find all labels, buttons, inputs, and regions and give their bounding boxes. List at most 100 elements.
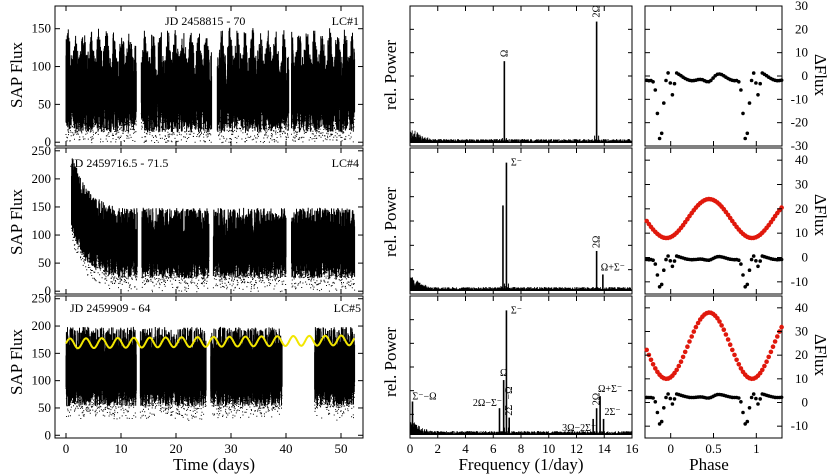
ph1-ytick-label: 0 — [802, 68, 809, 83]
ph5-ytick-label: -10 — [791, 418, 808, 433]
ph5-black-point — [668, 396, 673, 401]
ph1-black-point — [662, 101, 666, 105]
ph5-red-point — [717, 319, 722, 324]
lc4-ylabel: SAP Flux — [7, 189, 26, 255]
ph5-red-point — [764, 359, 769, 365]
ph5-black-point — [758, 397, 762, 401]
lc4-ytick-label: 150 — [32, 199, 52, 214]
ph1-black-point — [741, 111, 745, 116]
ph4-black-point — [664, 257, 668, 262]
ph5-red-point — [682, 349, 688, 355]
lc4-label: JD 2459716.5 - 71.5 — [70, 156, 168, 170]
ph4-black-point — [737, 258, 741, 263]
ps5-peak-label: 2Σ⁻ — [605, 407, 621, 418]
lc4-ytick-label: 0 — [45, 283, 52, 298]
ph5-red-point — [760, 367, 765, 373]
ph4-black-point — [754, 259, 758, 263]
ps4-frame — [409, 147, 633, 295]
ps1-noise — [409, 130, 633, 143]
ph5-black-point — [756, 402, 760, 406]
ps5-peak-label: 2Σ⁻−Ω — [504, 386, 515, 415]
ps1-ylabel: rel. Power — [381, 40, 400, 110]
ph5-black-point — [751, 392, 756, 396]
ph5-black-point — [664, 395, 668, 400]
lc4-ytick-label: 250 — [32, 143, 52, 158]
ph1-black-point — [749, 78, 754, 83]
ph4-black-point — [666, 254, 670, 258]
lc5-label: JD 2459909 - 64 — [70, 301, 150, 315]
ph5-red-point — [736, 362, 742, 367]
ph1-black-point — [737, 80, 741, 84]
ph1-ylabel: ΔFlux — [811, 54, 830, 97]
ph4-frame — [644, 147, 783, 295]
ph5-red-point — [772, 339, 778, 344]
ph5-red-point — [719, 323, 724, 328]
lc5-xtick-label: 10 — [115, 441, 128, 456]
lc5-tag: LC#5 — [334, 301, 361, 315]
ph4-black-point — [659, 282, 664, 287]
ph5-black-point — [739, 400, 743, 404]
lc4-ytick-label: 200 — [32, 171, 52, 186]
ph5-red-point — [693, 324, 699, 330]
ps4-peak-label: 2Ω — [592, 236, 603, 248]
lc1-ylabel: SAP Flux — [7, 42, 26, 108]
ph5-red-point — [680, 354, 686, 360]
lc4-tag: LC#4 — [332, 156, 359, 170]
ph1-black-point — [751, 71, 756, 75]
ph5-black-point — [655, 410, 660, 415]
ph1-black-point — [743, 136, 747, 141]
ph5-series-black — [644, 392, 784, 426]
lc1-tag: LC#1 — [332, 14, 359, 28]
ph5-red-point — [734, 357, 739, 363]
ph1-ytick-label: -20 — [791, 115, 808, 130]
time-xlabel: Time (days) — [173, 455, 255, 474]
ph5-red-point — [725, 337, 731, 342]
ph4-black-point — [672, 259, 677, 263]
ps5-xtick-label: 16 — [626, 441, 640, 456]
ph4-black-point — [779, 257, 784, 262]
ph1-black-point — [754, 81, 758, 85]
ph5-ytick-label: 10 — [795, 371, 808, 386]
ph5-ytick-label: 20 — [795, 347, 808, 362]
ph4-ylabel: ΔFlux — [811, 194, 830, 237]
ph4-black-point — [653, 262, 658, 266]
ph5-black-point — [666, 392, 670, 396]
ps4-peak-label: Σ⁻ — [511, 158, 522, 169]
ph5-black-point — [651, 396, 655, 400]
ph5-red-point — [723, 332, 729, 337]
ps5-xtick-label: 0 — [407, 441, 414, 456]
ph1-black-point — [739, 88, 743, 92]
ph4-ytick-label: 40 — [795, 152, 808, 167]
ph5-frame — [644, 295, 783, 439]
ph1-black-point — [779, 78, 784, 82]
ph5-red-point — [766, 354, 771, 360]
ps5-peak-label: 2Ω — [592, 393, 603, 405]
lc5-xtick-label: 30 — [225, 441, 238, 456]
ph4-series-red — [644, 196, 784, 241]
ph4-black-point — [739, 262, 743, 266]
ph5-red-point — [650, 362, 656, 367]
ph4-ytick-label: 20 — [795, 201, 808, 216]
ph4-ytick-label: 10 — [795, 225, 808, 240]
ph5-red-point — [721, 327, 727, 333]
ph4-ytick-label: 0 — [802, 250, 809, 265]
ph5-ytick-label: 0 — [802, 395, 809, 410]
phase-xlabel: Phase — [689, 455, 729, 474]
ph1-black-point — [709, 78, 713, 83]
ph5-red-point — [674, 367, 679, 373]
ph1-ytick-label: 30 — [795, 0, 808, 13]
ph5-black-point — [741, 410, 745, 415]
ps5-peak-label: 3Ω−2Σ⁻ — [562, 423, 596, 434]
ph4-black-point — [655, 273, 660, 277]
lc5-xtick-label: 0 — [63, 441, 70, 456]
lc5-fit-line — [65, 334, 356, 350]
ph1-black-point — [657, 136, 662, 141]
ph5-red-point — [676, 363, 682, 369]
ps5-xtick-label: 14 — [598, 441, 612, 456]
ph5-ytick-label: 40 — [795, 300, 808, 315]
ph5-black-point — [743, 422, 747, 426]
ps5-peak-label: Σ⁻−Ω — [412, 392, 436, 403]
ph5-black-point — [737, 396, 741, 400]
ps5-xtick-label: 2 — [435, 441, 442, 456]
lc5-xtick-label: 50 — [335, 441, 348, 456]
